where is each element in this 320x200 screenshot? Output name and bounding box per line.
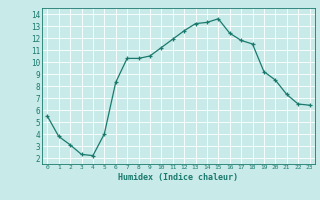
X-axis label: Humidex (Indice chaleur): Humidex (Indice chaleur) (118, 173, 238, 182)
